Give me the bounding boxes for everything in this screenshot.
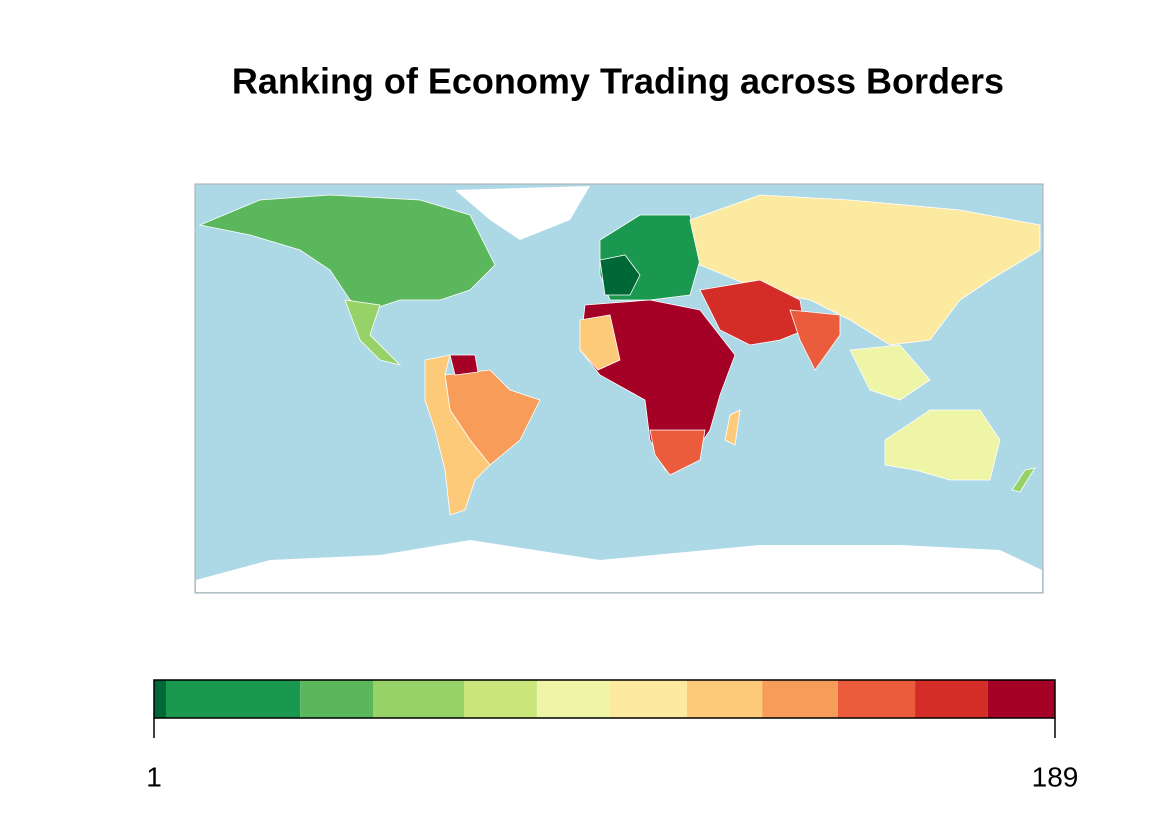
legend-bin bbox=[536, 680, 610, 718]
western-europe bbox=[599, 254, 641, 296]
legend-bin bbox=[762, 680, 838, 718]
legend-bin bbox=[464, 680, 537, 718]
legend-bin bbox=[915, 680, 988, 718]
legend-bin bbox=[987, 680, 1055, 718]
south-america-west bbox=[424, 354, 491, 516]
new-zealand bbox=[1011, 467, 1036, 493]
greenland bbox=[455, 186, 590, 240]
antarctica bbox=[196, 540, 1042, 592]
middle-east bbox=[699, 279, 806, 346]
world-map bbox=[194, 183, 1044, 594]
legend-bin bbox=[686, 680, 763, 718]
madagascar bbox=[724, 409, 741, 446]
map-title: Ranking of Economy Trading across Border… bbox=[232, 61, 1004, 102]
southern-africa bbox=[649, 429, 706, 476]
legend-frame bbox=[153, 679, 1056, 719]
legend-bin bbox=[609, 680, 687, 718]
southeast-asia bbox=[849, 344, 931, 401]
legend-tick-label: 189 bbox=[1032, 761, 1079, 792]
legend-tick-label: 1 bbox=[146, 761, 162, 792]
australia bbox=[884, 409, 1001, 481]
mexico bbox=[344, 299, 402, 366]
venezuela bbox=[449, 354, 479, 376]
legend-bin bbox=[373, 680, 465, 718]
legend-bin bbox=[165, 680, 301, 718]
legend-bin bbox=[154, 680, 166, 718]
legend-bin bbox=[837, 680, 916, 718]
legend: 1 189 bbox=[146, 679, 1079, 792]
legend-bin bbox=[300, 680, 374, 718]
west-africa bbox=[579, 314, 621, 371]
india bbox=[789, 309, 841, 371]
north-america bbox=[198, 194, 496, 311]
